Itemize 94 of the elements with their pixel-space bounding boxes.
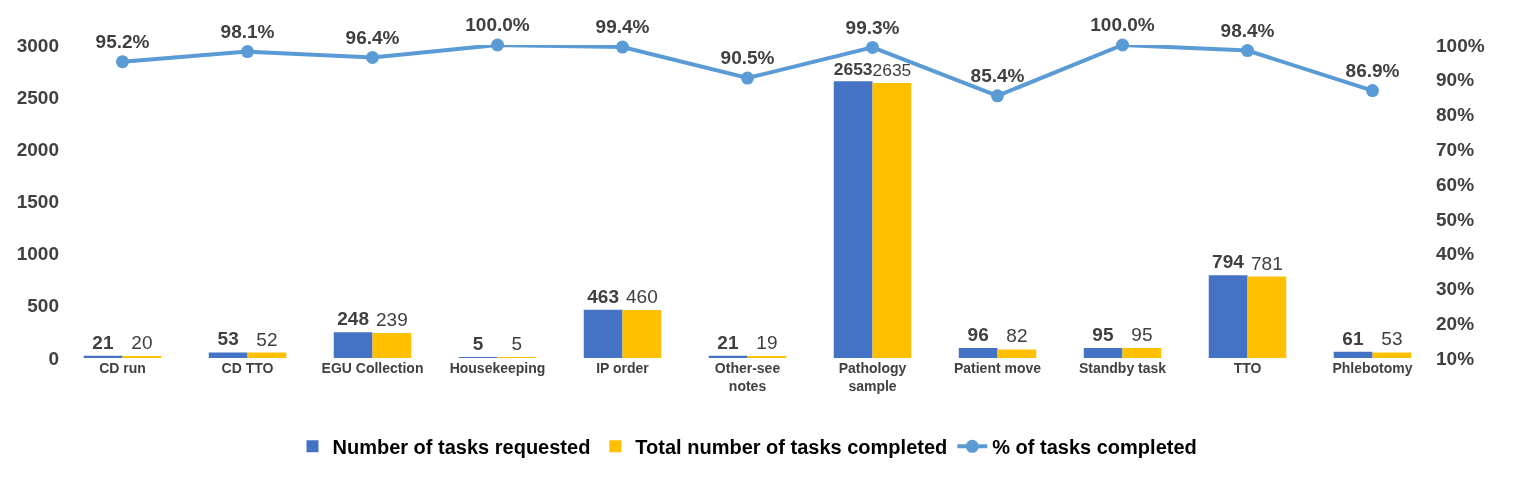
- point: [616, 40, 629, 54]
- data-label: 82: [1006, 325, 1028, 347]
- data-label: 21: [92, 331, 114, 353]
- data-label: 98.1%: [220, 20, 275, 42]
- bar: [872, 83, 912, 358]
- data-label: 90.5%: [720, 47, 775, 69]
- y2-tick-label: 40%: [1436, 243, 1475, 265]
- x-tick-label: Housekeeping: [449, 360, 546, 376]
- legend-label: % of tasks completed: [992, 436, 1197, 459]
- data-label: 53: [217, 328, 239, 350]
- point: [991, 89, 1004, 103]
- bar: [958, 347, 998, 358]
- data-label: 248: [337, 308, 369, 330]
- y-tick-label: 2000: [16, 138, 59, 160]
- data-label: 100.0%: [465, 14, 530, 36]
- bar: [247, 352, 287, 358]
- data-label: 95.2%: [95, 30, 150, 52]
- x-tick-label: Phlebotomy: [1332, 360, 1413, 376]
- x-tick-label: IP order: [596, 360, 650, 376]
- point: [1241, 44, 1254, 58]
- data-label: 99.3%: [845, 16, 900, 38]
- data-label: 95: [1131, 324, 1153, 346]
- data-label: 96.4%: [345, 26, 400, 48]
- point: [1116, 38, 1129, 52]
- x-tick-label: Pathology sample: [838, 360, 907, 395]
- x-tick-label: TTO: [1233, 360, 1262, 376]
- y2-tick-label: 50%: [1436, 208, 1475, 230]
- legend-label: Total number of tasks completed: [635, 436, 948, 459]
- data-label: 95: [1092, 324, 1114, 346]
- x-tick-label: CD TTO: [221, 360, 274, 376]
- data-label: 61: [1342, 327, 1364, 349]
- data-label: 460: [626, 286, 658, 308]
- bar: [622, 310, 662, 358]
- data-label: 52: [256, 328, 278, 350]
- point: [491, 38, 504, 52]
- x-tick-label: Standby task: [1078, 360, 1167, 376]
- point: [1366, 84, 1379, 98]
- y-tick-label: 2500: [16, 86, 59, 108]
- data-label: 20: [131, 331, 153, 353]
- data-label: 239: [376, 309, 408, 331]
- bar: [997, 349, 1037, 358]
- data-label: 86.9%: [1345, 59, 1400, 81]
- bar: [1247, 276, 1287, 358]
- bar: [372, 333, 412, 358]
- x-tick-label: CD run: [99, 360, 146, 376]
- point: [741, 71, 754, 85]
- data-label: 98.4%: [1220, 19, 1275, 41]
- y-tick-label: 1500: [16, 191, 59, 213]
- data-label: 85.4%: [970, 64, 1025, 86]
- y2-tick-label: 100%: [1436, 34, 1485, 56]
- y-tick-label: 3000: [16, 34, 59, 56]
- bar: [333, 332, 373, 358]
- y2-tick-label: 10%: [1436, 347, 1475, 369]
- x-tick-label: Patient move: [953, 360, 1042, 376]
- point: [116, 55, 129, 69]
- y-tick-label: 1000: [16, 243, 59, 265]
- x-tick-label: Other-see notes: [714, 360, 781, 395]
- bar: [583, 309, 623, 358]
- y2-tick-label: 20%: [1436, 312, 1475, 334]
- data-label: 2635: [872, 60, 912, 81]
- data-label: 781: [1251, 252, 1283, 274]
- point: [241, 45, 254, 59]
- y-tick-label: 0: [48, 347, 59, 369]
- bar: [208, 352, 248, 358]
- x-tick-label: EGU Collection: [321, 360, 424, 376]
- data-label: 53: [1381, 328, 1403, 350]
- data-label: 463: [587, 285, 619, 307]
- point: [366, 51, 379, 65]
- data-label: 100.0%: [1090, 14, 1155, 36]
- y2-tick-label: 30%: [1436, 278, 1475, 300]
- bar: [1083, 348, 1123, 358]
- bar: [1333, 351, 1373, 358]
- point: [866, 40, 879, 54]
- bar: [122, 355, 162, 358]
- y2-tick-label: 90%: [1436, 69, 1475, 91]
- data-label: 21: [717, 331, 739, 353]
- legend-label: Number of tasks requested: [332, 436, 591, 459]
- y2-tick-label: 70%: [1436, 138, 1475, 160]
- data-label: 794: [1212, 251, 1245, 273]
- data-label: 96: [967, 323, 989, 345]
- y-tick-label: 500: [27, 295, 59, 317]
- data-label: 19: [756, 332, 778, 353]
- bar: [1372, 352, 1412, 358]
- y2-tick-label: 80%: [1436, 104, 1475, 126]
- data-label: 99.4%: [595, 16, 650, 38]
- bar: [833, 81, 873, 358]
- bar: [1122, 348, 1162, 358]
- data-label: 2653: [833, 58, 873, 79]
- bar: [708, 355, 748, 358]
- y2-tick-label: 60%: [1436, 173, 1475, 195]
- data-label: 5: [472, 333, 484, 354]
- data-label: 5: [511, 333, 523, 354]
- bar: [83, 355, 123, 358]
- bar: [1208, 275, 1248, 358]
